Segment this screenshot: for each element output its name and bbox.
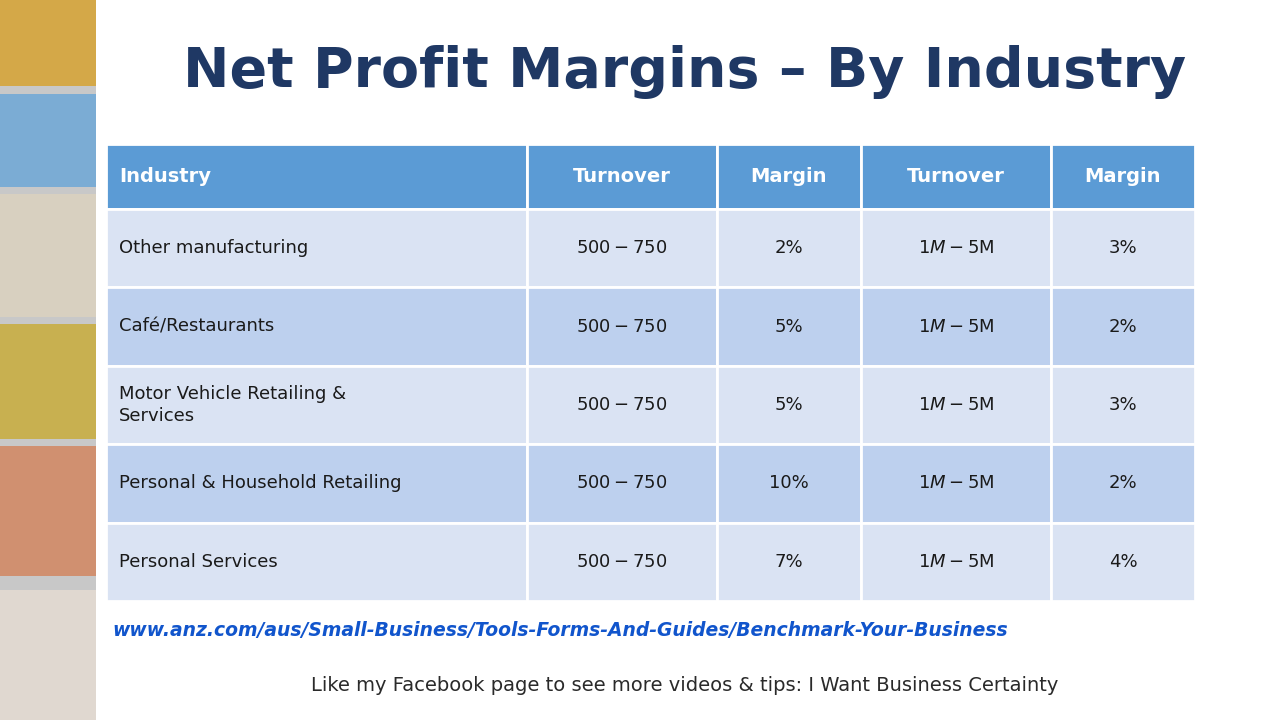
Text: Margin: Margin xyxy=(1084,167,1161,186)
Bar xyxy=(106,523,527,601)
Text: www.anz.com/aus/Small-Business/Tools-Forms-And-Guides/Benchmark-Your-Business: www.anz.com/aus/Small-Business/Tools-For… xyxy=(113,621,1009,639)
Text: Like my Facebook page to see more videos & tips: I Want Business Certainty: Like my Facebook page to see more videos… xyxy=(311,676,1059,695)
Text: $500-$750: $500-$750 xyxy=(576,474,667,492)
Bar xyxy=(0,194,96,317)
Text: 3%: 3% xyxy=(1108,396,1137,414)
Bar xyxy=(861,523,1051,601)
Bar xyxy=(1051,444,1196,523)
Bar xyxy=(527,287,717,366)
Bar xyxy=(861,144,1051,209)
Text: 7%: 7% xyxy=(774,553,803,571)
Text: Personal & Household Retailing: Personal & Household Retailing xyxy=(119,474,402,492)
Text: 2%: 2% xyxy=(1108,474,1137,492)
Text: $500-$750: $500-$750 xyxy=(576,553,667,571)
Bar xyxy=(0,0,96,86)
Text: $500-$750: $500-$750 xyxy=(576,396,667,414)
Text: Turnover: Turnover xyxy=(573,167,671,186)
Bar xyxy=(527,144,717,209)
Bar xyxy=(861,209,1051,287)
Bar xyxy=(0,446,96,576)
Bar xyxy=(861,366,1051,444)
Bar xyxy=(527,444,717,523)
Text: 2%: 2% xyxy=(774,239,803,257)
Text: 2%: 2% xyxy=(1108,318,1137,336)
Bar xyxy=(106,287,527,366)
Bar xyxy=(717,209,861,287)
Bar xyxy=(717,287,861,366)
Text: Café/Restaurants: Café/Restaurants xyxy=(119,318,274,336)
Text: $1M-$5M: $1M-$5M xyxy=(918,396,995,414)
Bar xyxy=(527,523,717,601)
Text: $1M-$5M: $1M-$5M xyxy=(918,318,995,336)
Bar xyxy=(106,444,527,523)
Text: 5%: 5% xyxy=(774,396,803,414)
Text: Turnover: Turnover xyxy=(908,167,1005,186)
Bar xyxy=(0,324,96,439)
Bar xyxy=(717,444,861,523)
Bar xyxy=(1051,287,1196,366)
Bar xyxy=(1051,523,1196,601)
Bar xyxy=(861,287,1051,366)
Text: Personal Services: Personal Services xyxy=(119,553,278,571)
Text: $500-$750: $500-$750 xyxy=(576,239,667,257)
Bar xyxy=(1051,144,1196,209)
Bar xyxy=(527,209,717,287)
Text: 10%: 10% xyxy=(769,474,809,492)
Bar xyxy=(106,144,527,209)
Bar xyxy=(0,0,96,720)
Text: Other manufacturing: Other manufacturing xyxy=(119,239,308,257)
Text: 4%: 4% xyxy=(1108,553,1137,571)
Bar xyxy=(106,366,527,444)
Text: $1M-$5M: $1M-$5M xyxy=(918,239,995,257)
Bar xyxy=(717,144,861,209)
Bar xyxy=(0,94,96,187)
Bar xyxy=(527,366,717,444)
Text: $1M-$5M: $1M-$5M xyxy=(918,474,995,492)
Text: Motor Vehicle Retailing &
Services: Motor Vehicle Retailing & Services xyxy=(119,384,346,426)
Text: Industry: Industry xyxy=(119,167,211,186)
Bar xyxy=(0,590,96,720)
Bar xyxy=(1051,366,1196,444)
Text: $500-$750: $500-$750 xyxy=(576,318,667,336)
Text: 3%: 3% xyxy=(1108,239,1137,257)
Text: $1M-$5M: $1M-$5M xyxy=(918,553,995,571)
Text: Margin: Margin xyxy=(750,167,827,186)
Bar xyxy=(861,444,1051,523)
Text: 5%: 5% xyxy=(774,318,803,336)
Bar xyxy=(106,209,527,287)
Bar xyxy=(717,523,861,601)
Bar xyxy=(717,366,861,444)
Text: Net Profit Margins – By Industry: Net Profit Margins – By Industry xyxy=(183,45,1187,99)
Bar xyxy=(1051,209,1196,287)
